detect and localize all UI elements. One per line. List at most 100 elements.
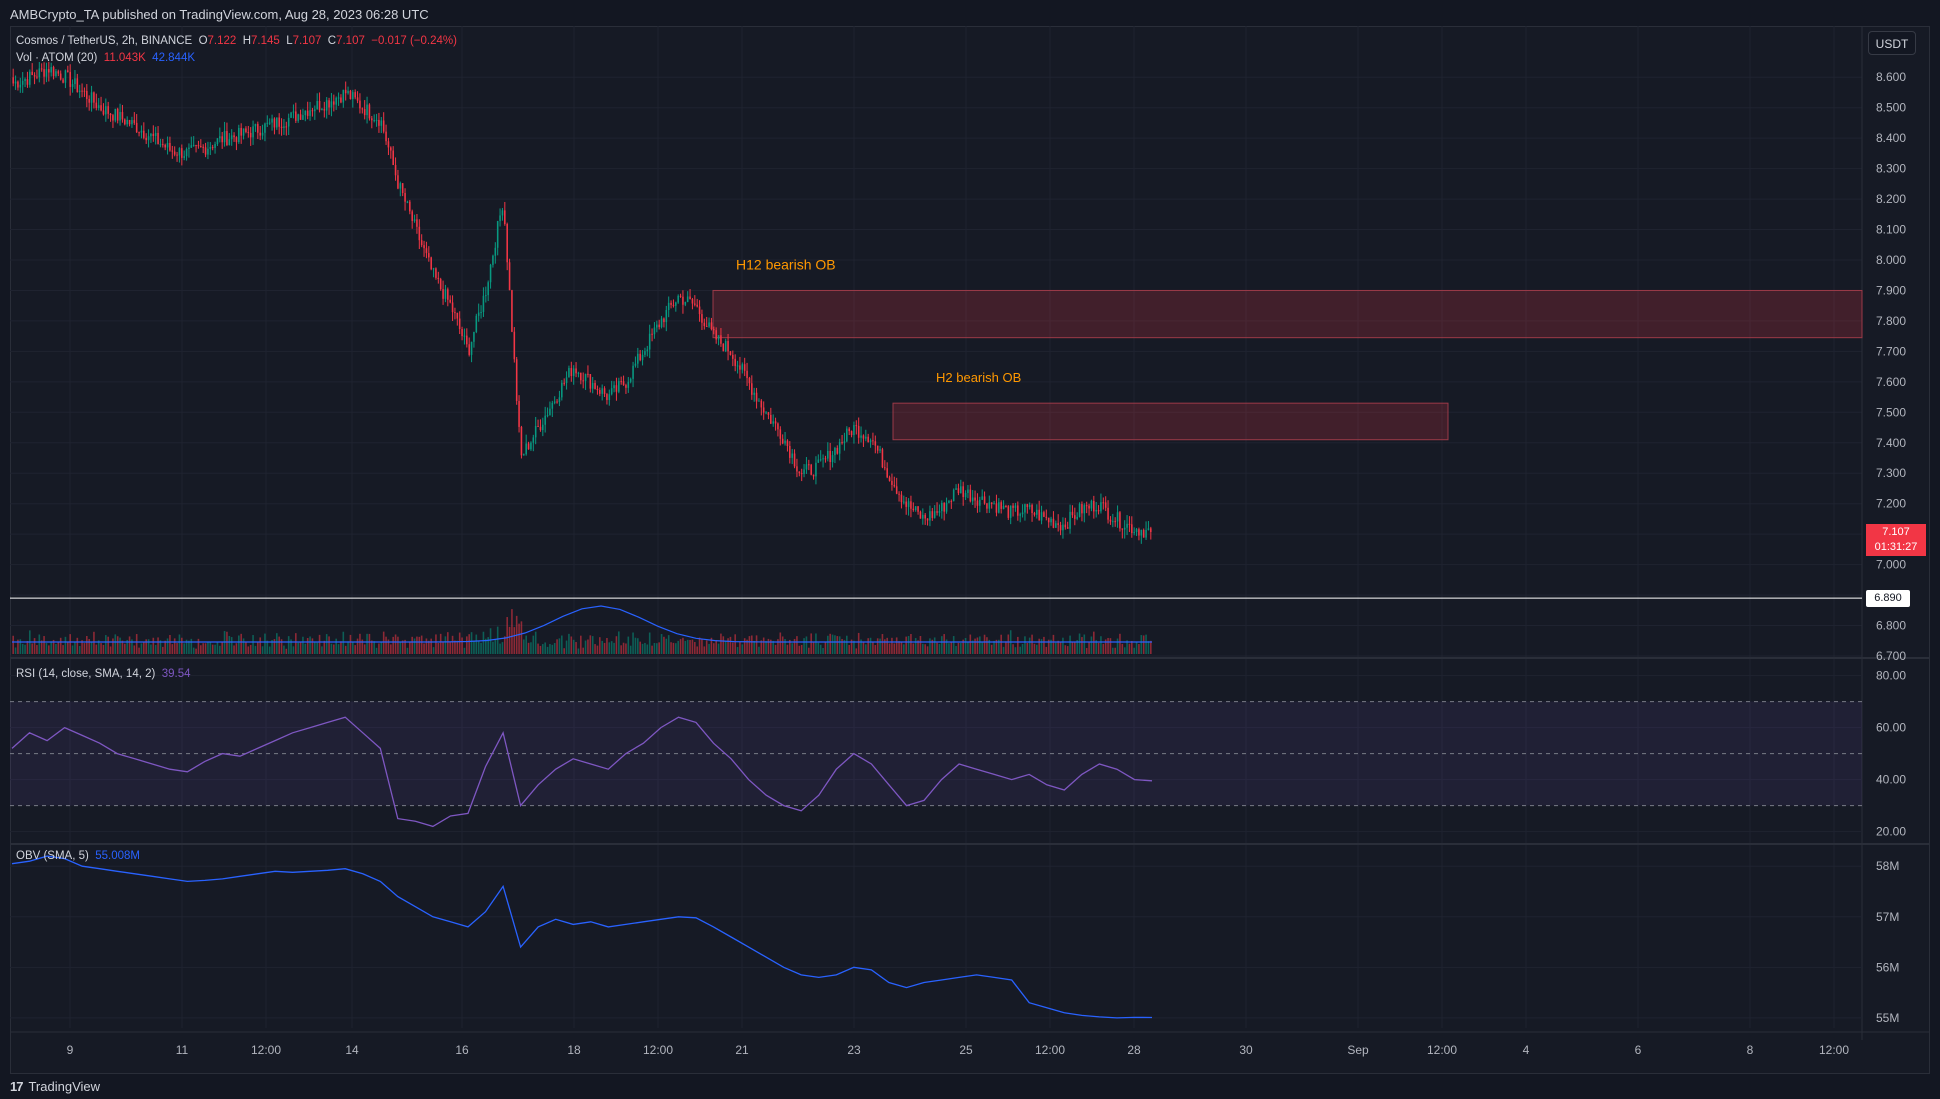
candle-body bbox=[793, 453, 796, 467]
candle-body bbox=[504, 210, 506, 225]
order-block-label: H2 bearish OB bbox=[936, 370, 1021, 385]
candle-body bbox=[97, 105, 100, 108]
volume-bar bbox=[321, 646, 323, 654]
volume-bar bbox=[518, 623, 520, 654]
volume-bar bbox=[656, 643, 658, 654]
candle-body bbox=[90, 92, 93, 103]
volume-bar bbox=[183, 643, 185, 654]
volume-bar bbox=[620, 645, 622, 654]
volume-bar bbox=[1055, 642, 1057, 654]
candle-body bbox=[644, 351, 646, 355]
volume-bar bbox=[796, 636, 798, 654]
candle-body bbox=[580, 372, 582, 381]
candle-body bbox=[135, 122, 138, 133]
volume-bar bbox=[1097, 642, 1100, 654]
candle-body bbox=[74, 78, 76, 85]
candle-body bbox=[242, 128, 245, 136]
rsi-band-fill bbox=[10, 701, 1862, 806]
volume-bar bbox=[304, 643, 307, 654]
volume-bar bbox=[1095, 640, 1097, 654]
candle-body bbox=[800, 473, 803, 475]
volume-bar bbox=[461, 637, 463, 654]
volume-bar bbox=[684, 640, 687, 654]
volume-bar bbox=[998, 639, 1000, 654]
volume-bar bbox=[50, 641, 52, 654]
volume-bar bbox=[1104, 639, 1107, 654]
volume-bar bbox=[454, 640, 456, 654]
volume-bar bbox=[846, 635, 848, 654]
volume-bar bbox=[703, 646, 706, 654]
volume-bar bbox=[95, 644, 98, 654]
bar-countdown: 01:31:27 bbox=[1874, 541, 1918, 553]
candle-body bbox=[428, 253, 430, 258]
volume-bar bbox=[392, 636, 394, 654]
candle-body bbox=[739, 365, 741, 370]
candle-body bbox=[743, 364, 746, 371]
volume-bar bbox=[337, 644, 340, 654]
volume-bar bbox=[546, 646, 549, 654]
volume-bar bbox=[287, 636, 290, 654]
volume-bar bbox=[116, 636, 119, 654]
volume-bar bbox=[772, 640, 774, 654]
candle-body bbox=[86, 90, 88, 99]
candle-body bbox=[960, 486, 962, 494]
candle-body bbox=[204, 147, 207, 155]
candle-body bbox=[1052, 518, 1055, 528]
candle-body bbox=[758, 400, 760, 402]
volume-bar bbox=[791, 643, 793, 654]
candle-body bbox=[824, 458, 827, 460]
volume-bar bbox=[1109, 638, 1112, 654]
candle-body bbox=[886, 468, 888, 478]
volume-bar bbox=[663, 636, 665, 654]
chart-frame[interactable] bbox=[10, 26, 1930, 1074]
volume-bar bbox=[185, 639, 188, 654]
volume-bar bbox=[254, 645, 257, 654]
volume-bar bbox=[126, 639, 128, 654]
volume-bar bbox=[979, 636, 981, 654]
obv-legend: OBV (SMA, 5) 55.008M bbox=[16, 850, 140, 862]
candle-body bbox=[152, 133, 155, 136]
obv-tick-label: 58M bbox=[1876, 859, 1899, 873]
candle-body bbox=[637, 353, 639, 364]
candle-body bbox=[755, 392, 758, 402]
candle-body bbox=[907, 501, 910, 507]
volume-bar bbox=[1150, 640, 1152, 654]
volume-bar bbox=[145, 639, 147, 654]
candle-body bbox=[941, 502, 943, 512]
volume-bar bbox=[990, 644, 993, 654]
x-tick-label: 12:00 bbox=[1819, 1043, 1849, 1057]
last-price: 7.107 bbox=[1882, 526, 1910, 538]
currency-button[interactable]: USDT bbox=[1868, 31, 1916, 55]
volume-bar bbox=[76, 637, 79, 654]
candle-body bbox=[900, 494, 903, 503]
candle-body bbox=[513, 331, 516, 360]
candle-body bbox=[817, 459, 820, 463]
volume-bar bbox=[423, 643, 425, 654]
volume-bar bbox=[1033, 643, 1036, 654]
candle-body bbox=[660, 318, 663, 328]
volume-bar bbox=[401, 640, 404, 654]
candle-body bbox=[252, 126, 254, 138]
volume-bar bbox=[755, 635, 758, 654]
candle-body bbox=[397, 175, 399, 189]
candle-body bbox=[691, 299, 694, 304]
candle-body bbox=[867, 436, 869, 443]
candle-body bbox=[1119, 512, 1121, 529]
candle-body bbox=[995, 503, 998, 513]
candle-body bbox=[532, 437, 535, 443]
tradingview-logo[interactable]: 17 TradingView bbox=[10, 1079, 100, 1094]
candle-body bbox=[466, 335, 468, 345]
candle-body bbox=[748, 378, 751, 384]
candle-body bbox=[724, 341, 727, 352]
candle-body bbox=[299, 114, 302, 120]
volume-bar bbox=[1131, 640, 1133, 654]
candle-body bbox=[898, 493, 900, 495]
candle-body bbox=[119, 111, 121, 121]
candle-body bbox=[615, 385, 618, 392]
volume-bar bbox=[1093, 631, 1095, 654]
volume-bar bbox=[387, 639, 390, 654]
volume-bar bbox=[753, 640, 755, 654]
candle-body bbox=[950, 501, 953, 503]
price-tick-label: 8.300 bbox=[1876, 162, 1906, 176]
